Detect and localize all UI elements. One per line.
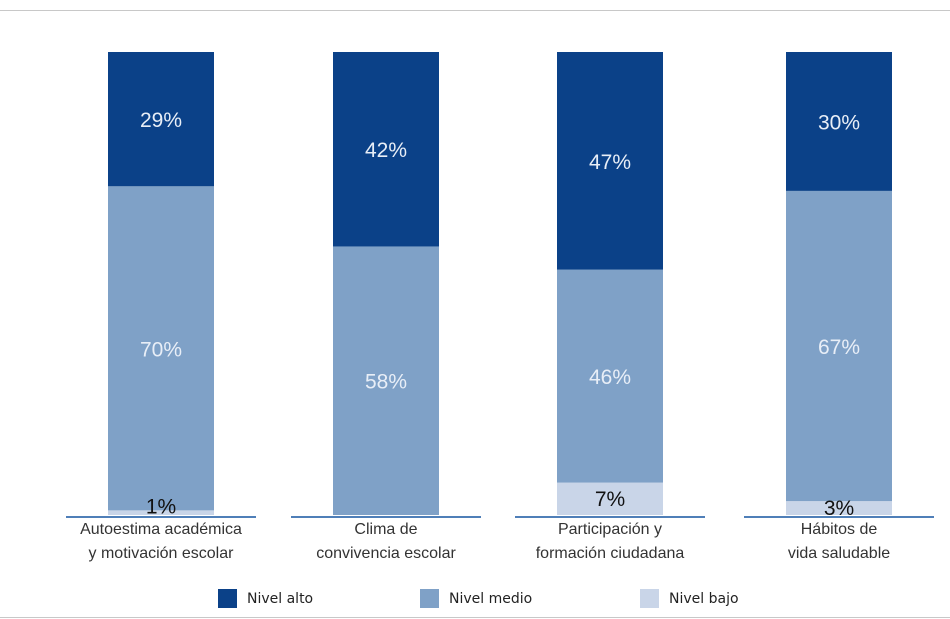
legend-label-nivel-alto: Nivel alto bbox=[247, 590, 314, 607]
stacked-bar-chart: 1% 70% 29% 58% 42% 7% 46% 47% 3% 67% 30% Autoestim… bbox=[66, 52, 934, 562]
category-label-clima-de-convivencia-escolar-line-1: Clima de bbox=[354, 521, 417, 538]
legend-swatch-nivel-bajo bbox=[640, 589, 659, 608]
legend-item-nivel-alto: Nivel alto bbox=[218, 589, 313, 608]
bar-nivel-bajo-autoestima-academica-y-motivacion-escolar bbox=[108, 510, 214, 515]
bar-nivel-bajo-participacion-y-formacion-ciudadana bbox=[557, 482, 663, 515]
legend-swatch-nivel-medio bbox=[420, 589, 439, 608]
category-label-participacion-y-formacion-ciudadana-line-2: formación ciudadana bbox=[536, 545, 685, 562]
category-label-autoestima-academica-y-motivacion-escolar-line-1: Autoestima académica bbox=[80, 521, 242, 538]
bar-nivel-alto-habitos-de-vida-saludable bbox=[786, 52, 892, 191]
bar-nivel-alto-autoestima-academica-y-motivacion-escolar bbox=[108, 52, 214, 187]
bars-group bbox=[108, 52, 892, 515]
value-label-nivel-alto-autoestima-academica-y-motivacion-escolar: 29% bbox=[140, 109, 182, 132]
value-label-nivel-alto-habitos-de-vida-saludable: 30% bbox=[818, 111, 860, 134]
category-label-habitos-de-vida-saludable-line-1: Hábitos de bbox=[801, 521, 878, 538]
value-label-nivel-bajo-habitos-de-vida-saludable: 3% bbox=[824, 497, 854, 520]
legend-item-nivel-bajo: Nivel bajo bbox=[640, 589, 739, 608]
bar-nivel-alto-participacion-y-formacion-ciudadana bbox=[557, 52, 663, 270]
bar-nivel-bajo-habitos-de-vida-saludable bbox=[786, 501, 892, 515]
bar-nivel-alto-clima-de-convivencia-escolar bbox=[333, 52, 439, 247]
category-label-participacion-y-formacion-ciudadana-line-1: Participación y bbox=[558, 521, 662, 538]
category-label-clima-de-convivencia-escolar-line-2: convivencia escolar bbox=[316, 545, 456, 562]
value-label-nivel-alto-clima-de-convivencia-escolar: 42% bbox=[365, 139, 407, 162]
bar-nivel-medio-habitos-de-vida-saludable bbox=[786, 190, 892, 502]
value-label-nivel-alto-participacion-y-formacion-ciudadana: 47% bbox=[589, 151, 631, 174]
legend-swatch-nivel-alto bbox=[218, 589, 237, 608]
value-labels-group: 1% 70% 29% 58% 42% 7% 46% 47% 3% 67% 30% bbox=[140, 109, 860, 520]
category-labels-group: Autoestima académica y motivación escolar… bbox=[80, 521, 890, 562]
value-label-nivel-bajo-participacion-y-formacion-ciudadana: 7% bbox=[595, 488, 625, 511]
legend-label-nivel-medio: Nivel medio bbox=[449, 590, 533, 607]
legend: Nivel alto Nivel medio Nivel bajo bbox=[0, 589, 950, 613]
bar-nivel-medio-autoestima-academica-y-motivacion-escolar bbox=[108, 186, 214, 511]
value-label-nivel-bajo-autoestima-academica-y-motivacion-escolar: 1% bbox=[146, 495, 176, 518]
value-label-nivel-medio-participacion-y-formacion-ciudadana: 46% bbox=[589, 366, 631, 389]
category-label-habitos-de-vida-saludable-line-2: vida saludable bbox=[788, 545, 890, 562]
legend-label-nivel-bajo: Nivel bajo bbox=[669, 590, 739, 607]
bar-nivel-medio-participacion-y-formacion-ciudadana bbox=[557, 269, 663, 483]
value-label-nivel-medio-habitos-de-vida-saludable: 67% bbox=[818, 336, 860, 359]
top-divider bbox=[0, 10, 950, 11]
value-label-nivel-medio-clima-de-convivencia-escolar: 58% bbox=[365, 371, 407, 394]
bottom-divider bbox=[0, 617, 950, 618]
value-label-nivel-medio-autoestima-academica-y-motivacion-escolar: 70% bbox=[140, 338, 182, 361]
legend-item-nivel-medio: Nivel medio bbox=[420, 589, 532, 608]
category-label-autoestima-academica-y-motivacion-escolar-line-2: y motivación escolar bbox=[89, 545, 235, 562]
bar-nivel-medio-clima-de-convivencia-escolar bbox=[333, 246, 439, 515]
